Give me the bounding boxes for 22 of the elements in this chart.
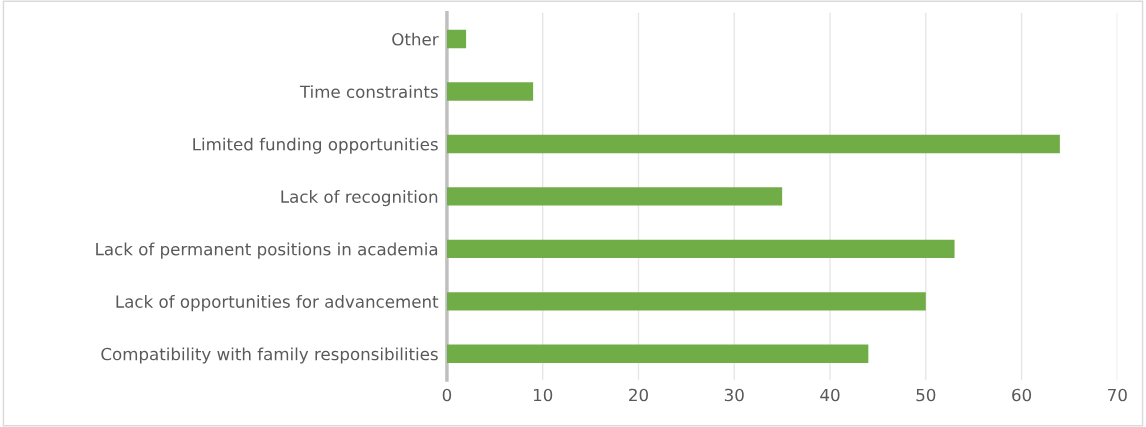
bar: [446, 29, 467, 49]
y-tick-label: Compatibility with family responsibilities: [101, 347, 438, 364]
y-tick-label: Time constraints: [299, 85, 438, 99]
y-tick-label: Lack of permanent positions in academia: [96, 242, 438, 259]
x-tick-label: 60: [1012, 388, 1032, 402]
bar: [446, 239, 955, 259]
y-tick-label: Lack of opportunities for advancement: [116, 295, 439, 312]
x-tick-label: 30: [724, 388, 744, 402]
y-tick-label: Lack of recognition: [281, 190, 438, 207]
y-tick-label: Other: [392, 32, 439, 46]
bar: [446, 292, 926, 311]
x-tick-label: 10: [533, 388, 553, 402]
x-tick-label: 50: [916, 388, 936, 402]
x-tick-label: 20: [629, 388, 648, 402]
x-tick-label: 0: [442, 388, 452, 402]
bar: [446, 187, 783, 206]
bar: [446, 344, 869, 363]
x-tick-label: 40: [820, 388, 840, 402]
y-tick-label: Limited funding opportunities: [193, 137, 438, 154]
bar: [446, 82, 534, 101]
bar: [446, 134, 1060, 154]
x-tick-label: 70: [1108, 388, 1127, 402]
